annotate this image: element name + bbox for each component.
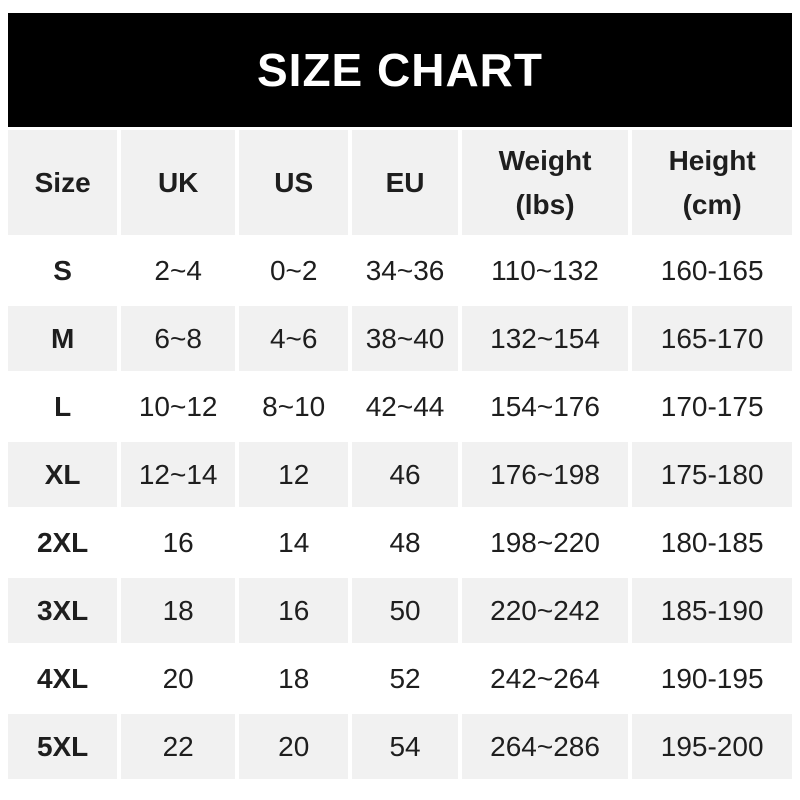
- cell-uk: 16: [121, 510, 236, 575]
- cell-eu: 54: [352, 714, 458, 779]
- cell-size: 4XL: [8, 646, 118, 711]
- cell-height: 185-190: [632, 578, 792, 643]
- cell-uk: 20: [121, 646, 236, 711]
- title-bar: SIZE CHART: [8, 13, 792, 127]
- row-5xl: 5XL 22 20 54 264~286 195-200: [8, 714, 792, 779]
- column-header-size-label: Size: [34, 166, 91, 198]
- row-l: L 10~12 8~10 42~44 154~176 170-175: [8, 374, 792, 439]
- cell-size: 5XL: [8, 714, 118, 779]
- page-title: SIZE CHART: [257, 44, 543, 96]
- row-4xl: 4XL 20 18 52 242~264 190-195: [8, 646, 792, 711]
- cell-eu: 42~44: [352, 374, 458, 439]
- cell-us: 18: [239, 646, 349, 711]
- cell-height: 165-170: [632, 306, 792, 371]
- cell-us: 4~6: [239, 306, 349, 371]
- cell-us: 20: [239, 714, 349, 779]
- cell-eu: 34~36: [352, 238, 458, 303]
- row-2xl: 2XL 16 14 48 198~220 180-185: [8, 510, 792, 575]
- cell-size: L: [8, 374, 118, 439]
- cell-uk: 6~8: [121, 306, 236, 371]
- cell-weight: 110~132: [461, 238, 629, 303]
- cell-uk: 22: [121, 714, 236, 779]
- cell-height: 195-200: [632, 714, 792, 779]
- cell-uk: 10~12: [121, 374, 236, 439]
- header-row: Size UK US EU Weight (lbs) Height (cm): [8, 130, 792, 235]
- cell-weight: 198~220: [461, 510, 629, 575]
- column-header-eu: EU: [352, 130, 458, 235]
- cell-uk: 2~4: [121, 238, 236, 303]
- column-header-weight: Weight (lbs): [461, 130, 629, 235]
- cell-height: 170-175: [632, 374, 792, 439]
- column-header-weight-label: Weight (lbs): [498, 145, 592, 220]
- cell-uk: 12~14: [121, 442, 236, 507]
- cell-weight: 132~154: [461, 306, 629, 371]
- cell-weight: 264~286: [461, 714, 629, 779]
- cell-us: 8~10: [239, 374, 349, 439]
- cell-uk: 18: [121, 578, 236, 643]
- cell-height: 175-180: [632, 442, 792, 507]
- column-header-us-label: US: [274, 166, 314, 198]
- column-header-height-label: Height (cm): [668, 145, 756, 220]
- cell-size: 3XL: [8, 578, 118, 643]
- cell-us: 0~2: [239, 238, 349, 303]
- cell-us: 12: [239, 442, 349, 507]
- cell-eu: 38~40: [352, 306, 458, 371]
- cell-size: XL: [8, 442, 118, 507]
- row-m: M 6~8 4~6 38~40 132~154 165-170: [8, 306, 792, 371]
- column-header-height: Height (cm): [632, 130, 792, 235]
- cell-weight: 176~198: [461, 442, 629, 507]
- column-header-us: US: [239, 130, 349, 235]
- cell-us: 14: [239, 510, 349, 575]
- row-3xl: 3XL 18 16 50 220~242 185-190: [8, 578, 792, 643]
- row-xl: XL 12~14 12 46 176~198 175-180: [8, 442, 792, 507]
- column-header-uk-label: UK: [157, 166, 199, 198]
- row-s: S 2~4 0~2 34~36 110~132 160-165: [8, 238, 792, 303]
- size-chart-table: Size UK US EU Weight (lbs) Height (cm) S…: [4, 127, 796, 782]
- cell-weight: 220~242: [461, 578, 629, 643]
- cell-height: 180-185: [632, 510, 792, 575]
- cell-eu: 50: [352, 578, 458, 643]
- cell-us: 16: [239, 578, 349, 643]
- cell-size: S: [8, 238, 118, 303]
- cell-eu: 52: [352, 646, 458, 711]
- column-header-uk: UK: [121, 130, 236, 235]
- column-header-eu-label: EU: [385, 166, 425, 198]
- cell-weight: 154~176: [461, 374, 629, 439]
- cell-weight: 242~264: [461, 646, 629, 711]
- cell-eu: 46: [352, 442, 458, 507]
- column-header-size: Size: [8, 130, 118, 235]
- cell-eu: 48: [352, 510, 458, 575]
- cell-size: M: [8, 306, 118, 371]
- cell-height: 160-165: [632, 238, 792, 303]
- cell-height: 190-195: [632, 646, 792, 711]
- cell-size: 2XL: [8, 510, 118, 575]
